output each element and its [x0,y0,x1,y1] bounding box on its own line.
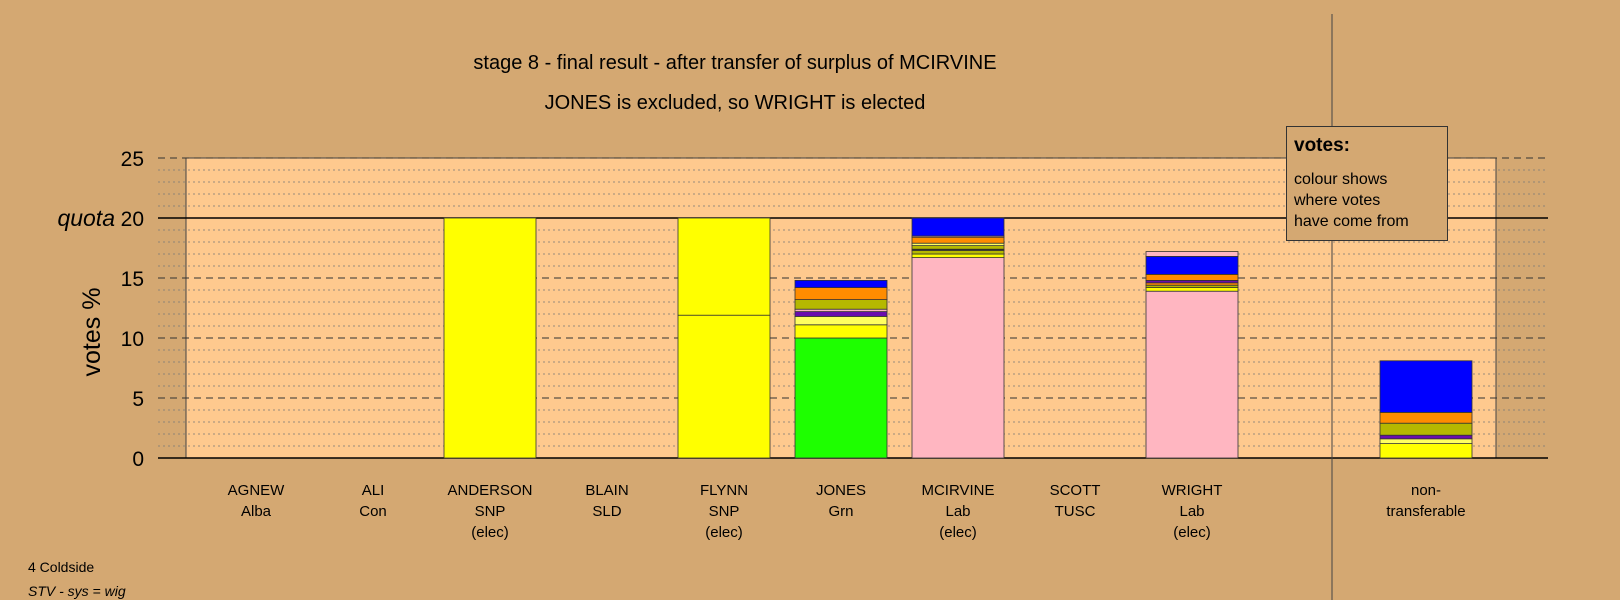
candidate-name: WRIGHT [1162,482,1223,499]
bar-segment [911,236,1005,244]
bar-segment [794,315,888,326]
candidate-party: Lab [1179,503,1204,520]
bar-segment [1379,443,1473,459]
candidate-party: Lab [945,503,970,520]
y-tick-label: 25 [121,148,144,171]
bar-segment [677,314,771,459]
candidate-name: JONES [816,482,866,499]
candidate-status: (elec) [705,524,743,541]
bar-segment [677,217,771,316]
y-tick-label: 10 [121,328,144,351]
candidate-party: SLD [592,503,621,520]
bar-segment [794,299,888,310]
legend-line: where votes [1294,192,1381,209]
legend-title: votes: [1294,135,1350,156]
bar-segment [1379,434,1473,440]
ward-label: 4 Coldside [28,559,95,575]
candidate-party: Con [359,503,387,520]
bar-segment [911,217,1005,237]
candidate-name: FLYNN [700,482,748,499]
legend-box: votes: colour shows where votes have com… [1286,126,1448,241]
legend-line: colour shows [1294,171,1388,188]
y-tick-label: 15 [121,268,144,291]
candidate-name: MCIRVINE [921,482,994,499]
y-tick-label: 5 [132,388,144,411]
bar-segment [1379,360,1473,413]
chart-title: stage 8 - final result - after transfer … [473,52,997,74]
y-tick-label: 0 [132,448,144,471]
bar-segment [794,279,888,288]
bar-segment [1145,287,1239,292]
bar-segment [911,245,1005,250]
candidate-name: BLAIN [585,482,628,499]
bar-segment [794,287,888,301]
candidate-party: transferable [1386,503,1465,520]
bar-segment [1379,411,1473,424]
legend-body: colour shows where votes have come from [1294,169,1440,232]
bar-segment [794,337,888,459]
bar-segment [911,249,1005,255]
bar-segment [443,217,537,459]
candidate-party: Alba [241,503,272,520]
candidate-name: ALI [362,482,385,499]
candidate-status: (elec) [939,524,977,541]
bar-segment [1145,273,1239,281]
candidate-name: AGNEW [228,482,286,499]
quota-label: quota [57,205,115,231]
bar-segment [794,311,888,317]
candidate-party: SNP [709,503,740,520]
bar-segment [911,257,1005,459]
bar-segment [911,253,1005,258]
candidate-status: (elec) [1173,524,1211,541]
y-axis-label: votes % [78,288,106,377]
candidate-party: Grn [828,503,853,520]
candidate-status: (elec) [471,524,509,541]
bar-segment [1145,255,1239,275]
legend-line: have come from [1294,213,1409,230]
bar-segment [1145,290,1239,459]
chart-subtitle: JONES is excluded, so WRIGHT is elected [544,92,926,114]
y-tick-label: 20 [121,208,144,231]
candidate-name: SCOTT [1050,482,1101,499]
candidate-party: SNP [475,503,506,520]
candidate-name: ANDERSON [447,482,532,499]
bar-segment [794,324,888,339]
candidate-party: TUSC [1055,503,1096,520]
bar-segment [1379,438,1473,444]
candidate-name: non- [1411,482,1441,499]
bar-segment [1145,251,1239,257]
system-label: STV - sys = wig [28,583,126,599]
bar-segment [1379,422,1473,436]
